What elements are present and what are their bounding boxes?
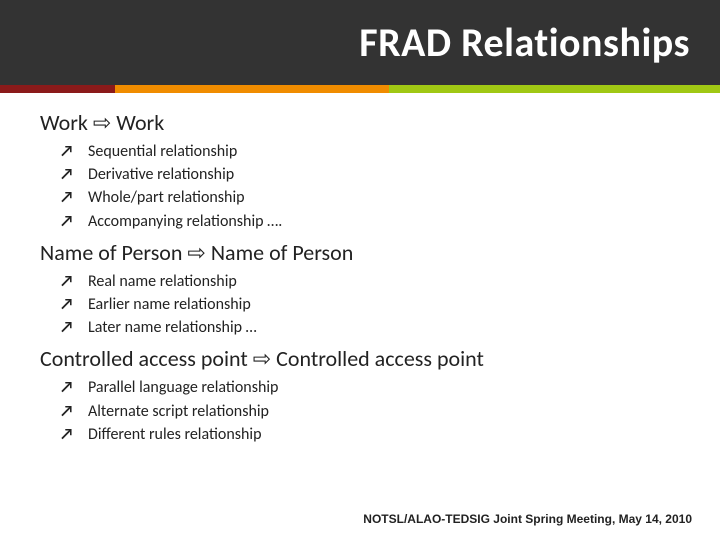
color-seg-0	[0, 85, 115, 93]
list-item: Accompanying relationship ….	[88, 210, 680, 233]
bullet-list-2: Parallel language relationship Alternate…	[40, 376, 680, 446]
list-item: Whole/part relationship	[88, 186, 680, 209]
list-item: Sequential relationship	[88, 140, 680, 163]
footer-text: NOTSL/ALAO-TEDSIG Joint Spring Meeting, …	[363, 512, 692, 526]
section-heading-1: Name of Person ⇨ Name of Person	[40, 239, 680, 266]
section-heading-0: Work ⇨ Work	[40, 109, 680, 136]
slide-title: FRAD Relationships	[30, 18, 690, 67]
list-item: Real name relationship	[88, 270, 680, 293]
list-item: Derivative relationship	[88, 163, 680, 186]
list-item: Parallel language relationship	[88, 376, 680, 399]
color-seg-1	[115, 85, 389, 93]
accent-color-bar	[0, 85, 720, 93]
section-heading-2: Controlled access point ⇨ Controlled acc…	[40, 345, 680, 372]
list-item: Earlier name relationship	[88, 293, 680, 316]
content-area: Work ⇨ Work Sequential relationship Deri…	[0, 93, 720, 446]
color-seg-2	[389, 85, 720, 93]
list-item: Different rules relationship	[88, 423, 680, 446]
list-item: Later name relationship …	[88, 316, 680, 339]
bullet-list-1: Real name relationship Earlier name rela…	[40, 270, 680, 340]
header-band: FRAD Relationships	[0, 0, 720, 85]
bullet-list-0: Sequential relationship Derivative relat…	[40, 140, 680, 233]
list-item: Alternate script relationship	[88, 400, 680, 423]
